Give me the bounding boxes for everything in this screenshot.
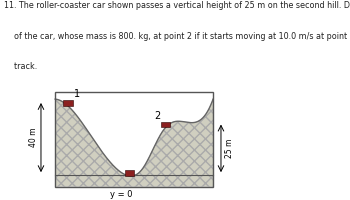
Text: 2: 2: [155, 111, 161, 121]
Bar: [55, 92, 213, 186]
Text: 11. The roller-coaster car shown passes a vertical height of 25 m on the second : 11. The roller-coaster car shown passes …: [4, 1, 350, 10]
Polygon shape: [55, 84, 213, 176]
Bar: [63, 100, 72, 106]
Bar: [125, 170, 134, 176]
Text: y = 0: y = 0: [110, 190, 133, 199]
Polygon shape: [55, 99, 213, 186]
Bar: [161, 122, 170, 127]
Text: of the car, whose mass is 800. kg, at point 2 if it starts moving at 10.0 m/s at: of the car, whose mass is 800. kg, at po…: [4, 32, 350, 41]
Text: 40 m: 40 m: [29, 128, 38, 147]
Text: 1: 1: [74, 89, 80, 99]
Text: track.: track.: [4, 62, 37, 71]
Text: 25 m: 25 m: [225, 139, 234, 158]
